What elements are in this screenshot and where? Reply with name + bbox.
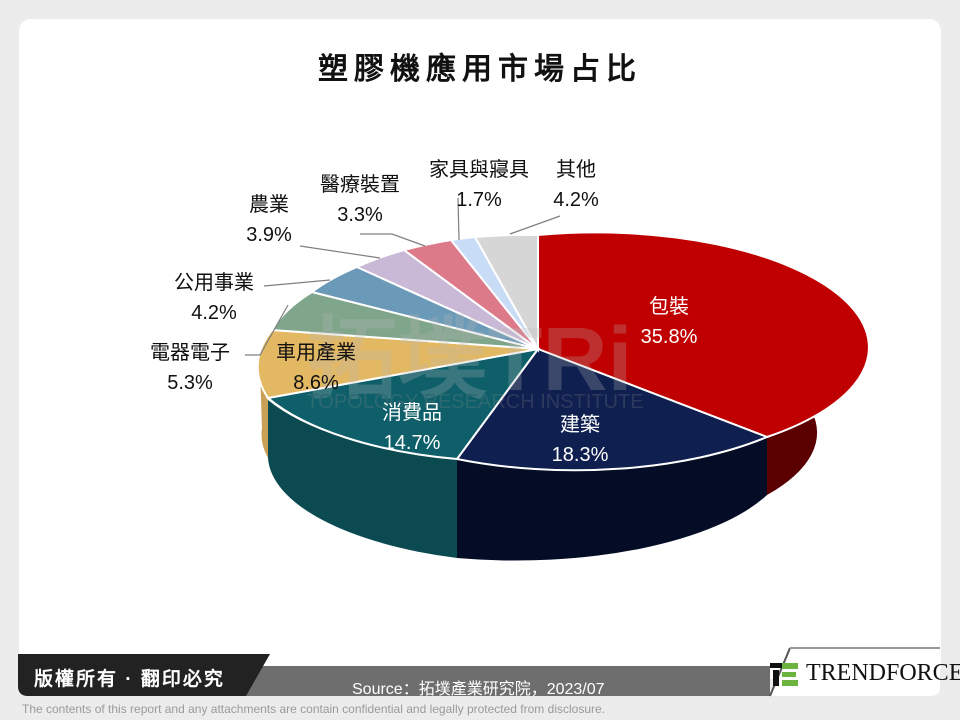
label-automotive: 車用產業 8.6% xyxy=(276,342,356,394)
trendforce-logo-text: TRENDFORCE xyxy=(806,660,960,686)
source-bar xyxy=(240,666,770,696)
label-utilities: 公用事業 4.2% xyxy=(174,272,254,324)
svg-text:TOPOLOGY RESEARCH INSTITUTE: TOPOLOGY RESEARCH INSTITUTE xyxy=(306,391,643,413)
slice-packaging xyxy=(537,231,870,439)
disclaimer-text: The contents of this report and any atta… xyxy=(22,702,605,716)
slice-consumer xyxy=(265,347,541,461)
slice-other xyxy=(473,233,539,353)
slice-automotive xyxy=(256,328,539,400)
label-other: 其他 4.2% xyxy=(553,159,599,211)
label-furniture: 家具與寢具 1.7% xyxy=(429,159,529,211)
svg-text:拓墣TRi: 拓墣TRi xyxy=(308,310,633,410)
label-construction: 建築 18.3% xyxy=(551,414,609,466)
trendforce-logo: TRENDFORCE xyxy=(770,660,960,687)
label-medical: 醫療裝置 3.3% xyxy=(320,174,400,226)
pie-top xyxy=(256,231,870,472)
slice-construction xyxy=(455,347,770,472)
chart-title: 塑膠機應用市場占比 xyxy=(318,52,642,87)
copyright-notice: 版權所有 · 翻印必究 xyxy=(34,669,225,690)
watermark: 拓墣TRi TOPOLOGY RESEARCH INSTITUTE xyxy=(306,310,643,413)
label-packaging: 包裝 35.8% xyxy=(640,296,698,348)
label-agriculture: 農業 3.9% xyxy=(246,194,292,246)
label-electrical: 電器電子 5.3% xyxy=(150,342,230,394)
label-consumer: 消費品 14.7% xyxy=(382,402,442,454)
leader-lines xyxy=(245,197,561,356)
footer-shapes xyxy=(18,647,940,697)
trendforce-logo-icon xyxy=(770,662,798,686)
source-text: Source：拓墣產業研究院，2023/07 xyxy=(352,681,605,698)
